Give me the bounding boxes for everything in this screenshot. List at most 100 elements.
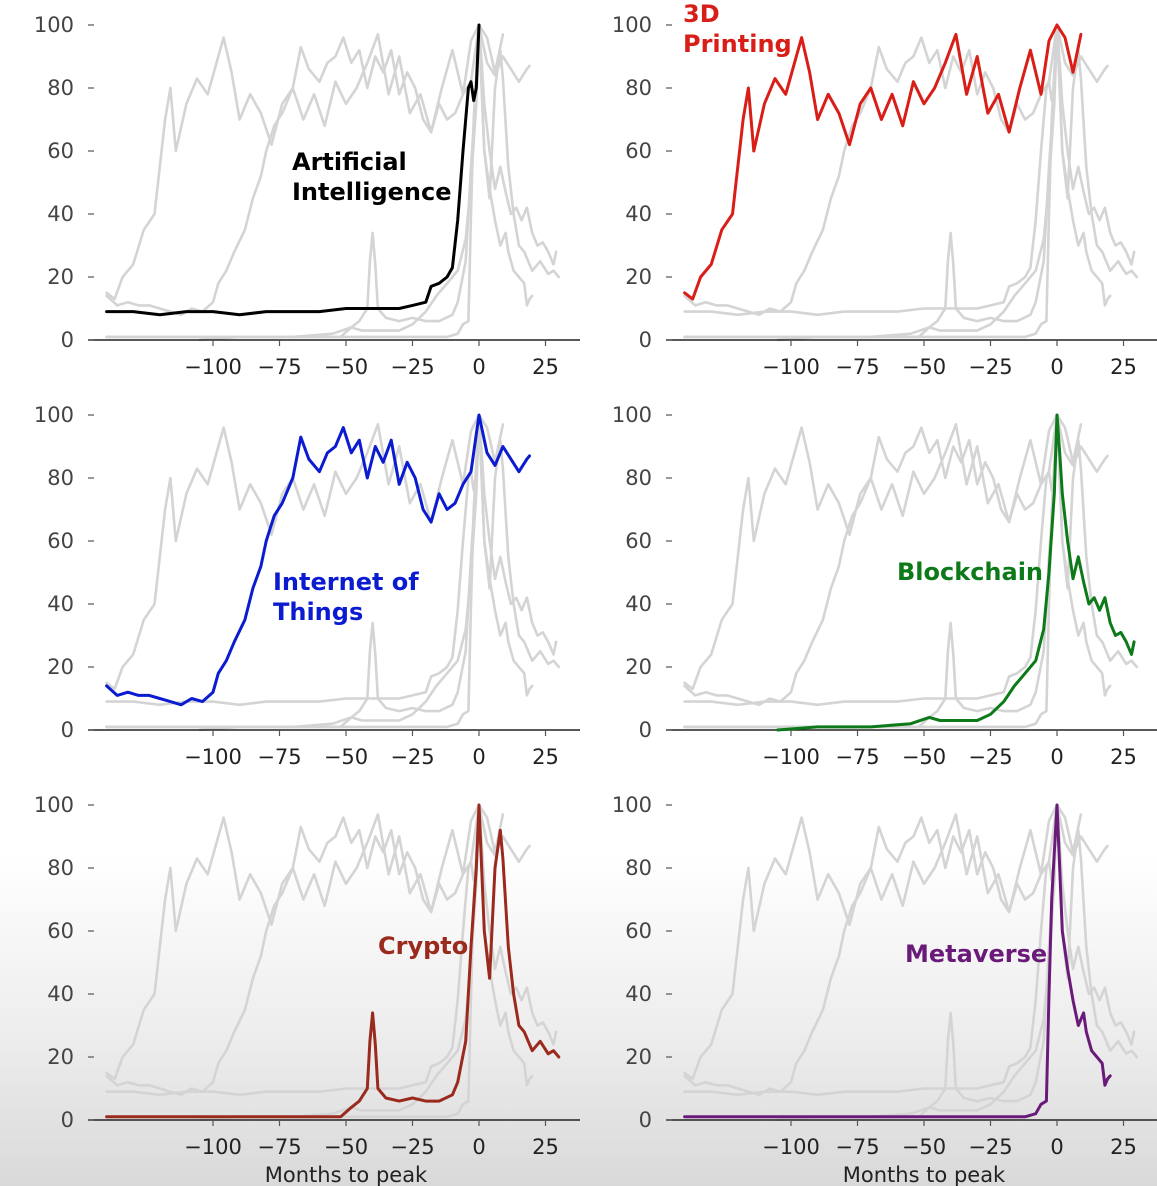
series-label-line: Artificial [292,148,407,176]
x-tick-label: −50 [324,745,368,769]
x-tick-label: −75 [257,745,301,769]
y-tick-label: 100 [612,793,652,817]
background-series-line [105,413,505,691]
x-tick-label: −100 [184,355,242,379]
y-tick-label: 80 [625,856,652,880]
background-series-line [683,803,1139,1119]
x-tick-label: 25 [1110,745,1137,769]
background-series-line [683,413,1083,691]
x-tick-label: −25 [390,355,434,379]
y-tick-label: 60 [47,139,74,163]
x-tick-label: 25 [532,1135,559,1159]
background-series-line [683,413,1109,707]
background-series-line [105,413,534,729]
x-tick-label: 0 [1050,745,1063,769]
background-series-line [683,803,1083,1081]
y-tick-label: 20 [625,1045,652,1069]
y-tick-label: 40 [47,592,74,616]
background-series-line [105,413,481,707]
x-tick-label: −100 [184,745,242,769]
background-series-line [683,23,1109,317]
x-tick-label: −25 [390,1135,434,1159]
y-tick-label: 100 [612,403,652,427]
y-tick-label: 20 [47,1045,74,1069]
y-tick-label: 20 [625,655,652,679]
x-tick-label: −25 [968,745,1012,769]
x-tick-label: −75 [835,355,879,379]
y-tick-label: 100 [34,13,74,37]
background-series-line [683,23,1059,317]
background-series-line [105,23,534,339]
x-tick-label: −100 [762,1135,820,1159]
x-tick-label: −50 [324,1135,368,1159]
background-series-line [105,803,534,1119]
x-tick-label: 25 [532,745,559,769]
y-tick-label: 20 [625,265,652,289]
series-label-line: Metaverse [905,940,1047,968]
x-tick-label: −50 [902,1135,946,1159]
x-tick-label: 25 [1110,1135,1137,1159]
highlight-series-line [105,23,481,317]
x-tick-label: −100 [762,355,820,379]
background-series-line [683,23,1112,339]
x-tick-label: −50 [324,355,368,379]
chart-panel-bottom-right: 0 20 40 60 80 100 −100 −75 −50 −25 0 25 Metaverse Mon… [612,793,1157,1186]
background-series-line [105,803,531,1097]
y-tick-label: 40 [625,982,652,1006]
x-tick-label: −75 [257,355,301,379]
series-label-line: 3D [683,0,720,28]
background-series-line [105,23,505,301]
x-tick-label: 0 [472,745,485,769]
y-tick-label: 100 [34,403,74,427]
x-axis-title: Months to peak [265,1163,428,1186]
series-label-line: Printing [683,30,792,58]
x-tick-label: 0 [1050,1135,1063,1159]
y-tick-label: 60 [47,529,74,553]
y-tick-label: 80 [47,466,74,490]
y-tick-label: 40 [625,592,652,616]
background-series-line [683,803,1109,1097]
series-label-line: Crypto [378,932,468,960]
background-series-line [105,803,505,1081]
y-tick-label: 0 [639,718,652,742]
chart-panel-middle-left: 0 20 40 60 80 100 −100 −75 −50 −25 0 25 Internet of T… [34,403,580,769]
x-tick-label: 25 [1110,355,1137,379]
x-tick-label: −75 [257,1135,301,1159]
y-tick-label: 80 [47,76,74,100]
series-label: Crypto [378,932,468,960]
y-tick-label: 0 [639,1108,652,1132]
x-tick-label: −50 [902,745,946,769]
x-tick-label: −25 [390,745,434,769]
y-tick-label: 60 [625,139,652,163]
y-tick-label: 0 [61,328,74,352]
x-tick-label: 0 [472,1135,485,1159]
highlight-series-line [683,23,1083,301]
x-tick-label: 0 [472,355,485,379]
highlight-series-line [776,413,1136,732]
y-tick-label: 80 [625,76,652,100]
y-tick-label: 20 [47,265,74,289]
highlight-series-line [105,803,561,1119]
series-label: Blockchain [897,558,1043,586]
series-label-line: Blockchain [897,558,1043,586]
series-label: 3D Printing [683,0,792,58]
series-label-line: Things [273,598,363,626]
x-tick-label: 0 [1050,355,1063,379]
y-tick-label: 60 [47,919,74,943]
highlight-series-line [105,413,531,707]
y-tick-label: 60 [625,919,652,943]
series-label: Artificial Intelligence [292,148,452,206]
highlight-series-line [683,803,1112,1119]
x-tick-label: −100 [184,1135,242,1159]
chart-panel-bottom-left: 0 20 40 60 80 100 −100 −75 −50 −25 0 25 Crypto Months… [34,793,580,1186]
y-tick-label: 40 [47,982,74,1006]
y-tick-label: 100 [34,793,74,817]
y-tick-label: 80 [625,466,652,490]
x-tick-label: −25 [968,1135,1012,1159]
x-tick-label: −50 [902,355,946,379]
y-tick-label: 0 [639,328,652,352]
y-tick-label: 40 [47,202,74,226]
x-tick-label: 25 [532,355,559,379]
chart-panel-top-left: 0 20 40 60 80 100 −100 −75 −50 −25 0 25 Artificial In… [34,13,580,379]
